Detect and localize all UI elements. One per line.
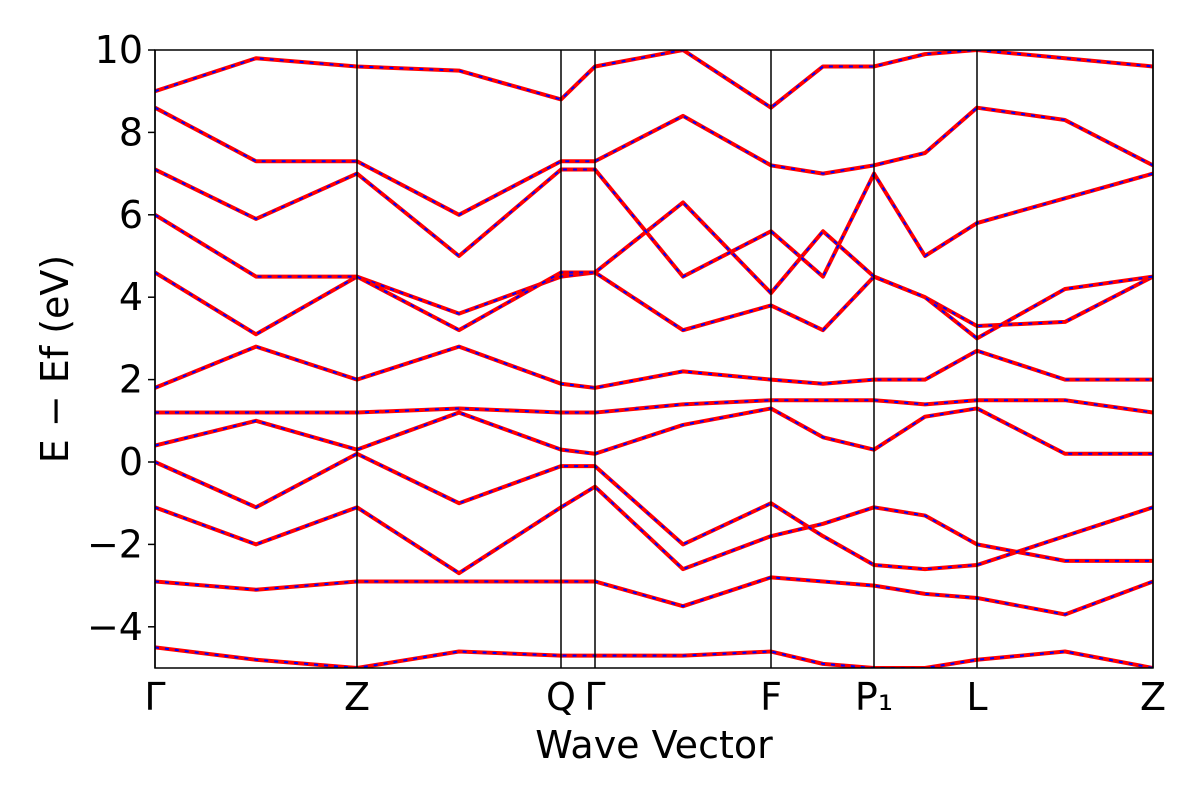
band-line [155, 50, 1153, 110]
band-dash [155, 485, 1153, 575]
band-line [155, 406, 1153, 456]
band-dash [155, 106, 1153, 216]
band-line [155, 398, 1153, 415]
bands [155, 50, 1153, 668]
band-line [155, 344, 1153, 390]
y-tick-label: −4 [87, 605, 143, 649]
x-tick-label: Q [546, 675, 576, 719]
y-tick-label: 10 [95, 28, 143, 72]
x-tick-label: P₁ [855, 675, 893, 719]
band-line [155, 200, 1153, 341]
band-line [155, 575, 1153, 617]
y-tick-label: 6 [119, 193, 143, 237]
x-tick-label: F [760, 675, 782, 719]
band-dash [155, 201, 1153, 340]
band-dash [155, 345, 1153, 389]
band-dash [155, 646, 1153, 668]
band-dash [155, 168, 1153, 279]
y-tick-label: 2 [119, 358, 143, 402]
y-tick-label: 8 [119, 110, 143, 154]
x-tick-label: Z [344, 675, 370, 719]
band-dash [155, 399, 1153, 414]
band-dash [155, 50, 1153, 109]
x-tick-label: Γ [584, 675, 605, 719]
y-axis-label: E − Ef (eV) [33, 255, 77, 464]
band-dash [155, 271, 1153, 336]
x-tick-label: Z [1140, 675, 1166, 719]
x-axis-label: Wave Vector [535, 723, 773, 767]
band-line [155, 451, 1153, 572]
y-tick-label: 0 [119, 440, 143, 484]
y-tick-label: −2 [87, 522, 143, 566]
x-tick-label: L [966, 675, 987, 719]
band-line [155, 484, 1153, 576]
band-dash [155, 576, 1153, 616]
band-dash [155, 452, 1153, 571]
y-tick-label: 4 [119, 275, 143, 319]
band-dash [155, 407, 1153, 455]
x-tick-label: Γ [144, 675, 165, 719]
